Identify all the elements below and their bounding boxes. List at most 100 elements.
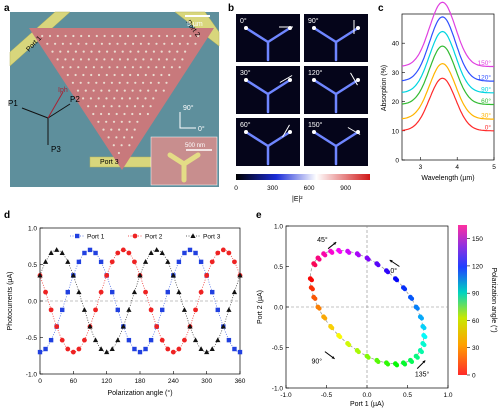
tripod-dot xyxy=(106,50,109,53)
data-point xyxy=(142,259,149,264)
tripod-dot xyxy=(105,97,108,100)
x-tick-label: 3 xyxy=(419,164,423,171)
tripod-dot xyxy=(79,81,82,84)
data-point xyxy=(137,272,143,278)
data-point xyxy=(154,324,160,329)
data-point xyxy=(204,349,210,355)
field-colorbar-ticks: 0 300 600 900 xyxy=(234,185,351,192)
tripod-dot xyxy=(108,42,111,45)
y-tick-label: 20 xyxy=(392,99,400,106)
tripod-dot xyxy=(92,112,95,116)
data-point xyxy=(109,346,115,352)
tripod-dot xyxy=(165,81,168,84)
data-point xyxy=(126,250,132,256)
tripod-dot xyxy=(72,34,75,38)
tripod-dot xyxy=(171,42,174,45)
data-point xyxy=(143,289,148,295)
p2-label: P2 xyxy=(70,95,80,104)
data-point xyxy=(226,337,232,343)
tripod-dot xyxy=(56,34,59,38)
tripod-dot xyxy=(144,73,147,77)
data-point xyxy=(181,307,188,312)
tripod-dot xyxy=(124,42,127,45)
colorbar-tick-label: 60 xyxy=(472,318,480,325)
tripod-dot xyxy=(163,66,166,69)
legend-label: Port 3 xyxy=(203,234,221,241)
colorbar-tick-label: 90 xyxy=(472,291,480,298)
tripod-dot xyxy=(46,42,49,45)
tripod-dot xyxy=(59,50,62,53)
tripod-dot xyxy=(165,34,169,38)
tripod-leg xyxy=(334,130,360,148)
tripod-dot xyxy=(95,34,98,38)
tripod-dot xyxy=(145,50,148,53)
field-colorbar xyxy=(236,174,370,180)
x-tick-label: 0.0 xyxy=(362,392,371,399)
data-point xyxy=(70,272,76,278)
tripod-dot xyxy=(136,73,140,77)
tripod-dot xyxy=(130,136,134,139)
series-line xyxy=(401,16,494,82)
data-point xyxy=(366,355,371,360)
data-point xyxy=(70,349,76,355)
y-tick-label: 0.0 xyxy=(28,299,37,306)
tripod-leg xyxy=(244,26,270,44)
data-point xyxy=(37,349,43,355)
tripod-dot xyxy=(110,81,113,84)
data-point xyxy=(385,362,391,367)
angle-label: 0° xyxy=(240,17,247,25)
series-label: 30° xyxy=(481,112,491,120)
y-tick-label: 10 xyxy=(392,128,400,135)
data-point xyxy=(148,337,154,343)
data-point xyxy=(310,286,315,292)
annotation-arrowhead xyxy=(389,260,393,263)
tripod-dot xyxy=(54,42,57,45)
x-tick-label: 4 xyxy=(455,164,459,171)
y-tick-label: 40 xyxy=(392,41,400,48)
x-tick-label: 300 xyxy=(201,378,212,385)
p1-label: P1 xyxy=(8,99,18,108)
colorbar-tick-label: 150 xyxy=(472,236,483,243)
polarization-colorbar xyxy=(458,225,467,375)
tripod-dot xyxy=(160,50,163,53)
tripod-dot xyxy=(93,42,96,45)
tripod-dot xyxy=(100,66,103,69)
tripod-dot xyxy=(120,144,123,147)
data-point xyxy=(65,346,71,352)
angle-label: 60° xyxy=(240,121,251,129)
y-axis-label: Absorption (%) xyxy=(381,65,388,111)
tripod-dot xyxy=(136,120,139,123)
data-point xyxy=(423,334,428,340)
tripod-dot xyxy=(170,66,173,69)
data-point xyxy=(215,250,221,256)
tripod-dot xyxy=(82,50,85,53)
data-point xyxy=(59,337,65,343)
tripod-dot xyxy=(112,144,115,147)
data-point xyxy=(126,337,132,343)
x-tick-label: 120 xyxy=(101,378,112,385)
legend-label: Port 2 xyxy=(145,234,163,241)
tripod-dot xyxy=(82,73,85,77)
tripod-dot xyxy=(116,42,119,45)
angle-label: 120° xyxy=(308,69,323,77)
tripod-dot xyxy=(133,128,136,131)
tripod-dot xyxy=(74,50,77,53)
data-point xyxy=(82,337,87,343)
tripod-dot xyxy=(126,105,129,108)
tripod-shape xyxy=(312,78,360,114)
data-point xyxy=(76,289,82,295)
tripod-dot xyxy=(139,89,142,92)
data-point xyxy=(419,316,424,321)
data-point xyxy=(109,259,115,265)
data-point xyxy=(226,307,232,312)
tripod-dot xyxy=(124,66,127,69)
data-point xyxy=(237,272,243,278)
tripod-dot xyxy=(141,105,144,108)
tripod-dot xyxy=(115,136,118,139)
panel-c: c 0 10 20 30 40 3 4 5 Wavelength (µm) Absorption … xyxy=(378,1,496,182)
data-point xyxy=(204,273,210,278)
data-point xyxy=(317,257,322,262)
tripod-dot xyxy=(74,73,77,77)
tripod-dot xyxy=(150,34,153,38)
tripod-dot xyxy=(97,120,100,123)
